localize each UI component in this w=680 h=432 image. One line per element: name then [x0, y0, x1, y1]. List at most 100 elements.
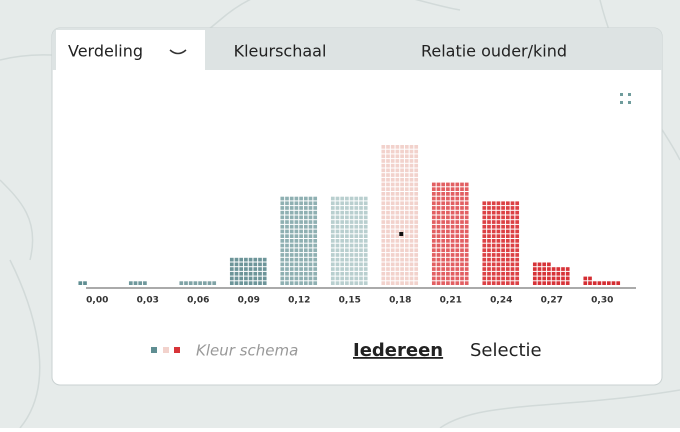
square: [395, 243, 400, 248]
square: [308, 234, 313, 238]
square: [395, 220, 400, 224]
square: [404, 224, 409, 229]
square: [349, 243, 354, 248]
square: [239, 271, 244, 276]
option-selection[interactable]: Selectie: [470, 340, 542, 361]
square: [294, 262, 299, 267]
active-tab[interactable]: [56, 30, 205, 71]
square: [561, 276, 565, 281]
square: [395, 168, 400, 173]
square: [404, 177, 409, 182]
square: [441, 229, 446, 234]
square: [390, 182, 395, 187]
square: [505, 276, 510, 281]
square: [308, 281, 313, 285]
square: [363, 224, 368, 229]
square: [313, 267, 318, 271]
square: [280, 248, 285, 253]
square: [505, 210, 510, 215]
square: [359, 281, 363, 285]
square: [505, 239, 510, 243]
square: [436, 201, 441, 206]
square: [441, 253, 446, 257]
option-everyone[interactable]: Iedereen: [353, 340, 443, 361]
square: [464, 192, 469, 196]
expand-icon[interactable]: [620, 93, 631, 104]
square: [464, 239, 469, 243]
square: [262, 262, 267, 267]
square: [299, 229, 303, 234]
bar: [532, 262, 570, 285]
square: [390, 149, 395, 154]
square: [441, 267, 446, 271]
square: [345, 220, 349, 224]
square: [446, 224, 450, 229]
square: [262, 281, 267, 285]
square: [386, 154, 390, 159]
square: [335, 224, 340, 229]
square: [501, 257, 505, 262]
square: [381, 262, 386, 267]
x-tick-label: 0,15: [339, 296, 361, 306]
square: [436, 220, 441, 224]
square: [390, 177, 395, 182]
square: [414, 154, 419, 159]
legend-swatch: [174, 347, 180, 353]
square: [487, 239, 491, 243]
square: [239, 257, 244, 262]
square: [450, 276, 455, 281]
square: [496, 267, 501, 271]
square: [381, 163, 386, 168]
square: [400, 267, 404, 271]
square: [359, 224, 363, 229]
square: [285, 262, 289, 267]
tab[interactable]: Kleurschaal: [234, 42, 327, 61]
square: [505, 257, 510, 262]
square: [431, 243, 436, 248]
square: [280, 201, 285, 206]
square: [441, 243, 446, 248]
square: [386, 243, 390, 248]
square: [299, 210, 303, 215]
square: [501, 229, 505, 234]
square: [606, 281, 611, 285]
chevron-icon[interactable]: [169, 49, 187, 55]
square: [404, 239, 409, 243]
square: [491, 276, 496, 281]
square: [455, 215, 460, 220]
square: [404, 192, 409, 196]
square: [308, 243, 313, 248]
square: [395, 262, 400, 267]
square: [400, 192, 404, 196]
tab[interactable]: Verdeling: [68, 42, 143, 61]
square: [441, 234, 446, 238]
square: [496, 281, 501, 285]
square: [359, 196, 363, 201]
square: [409, 149, 414, 154]
square: [280, 220, 285, 224]
square: [330, 234, 335, 238]
square: [340, 215, 345, 220]
square: [455, 257, 460, 262]
square: [303, 248, 308, 253]
square: [460, 201, 464, 206]
square: [414, 163, 419, 168]
square: [409, 243, 414, 248]
square: [345, 271, 349, 276]
square: [363, 257, 368, 262]
square: [395, 276, 400, 281]
tab[interactable]: Relatie ouder/kind: [421, 42, 567, 61]
square: [455, 182, 460, 187]
square: [386, 234, 390, 238]
square: [303, 239, 308, 243]
square: [313, 201, 318, 206]
square: [390, 267, 395, 271]
square: [496, 276, 501, 281]
square: [330, 201, 335, 206]
square: [390, 173, 395, 177]
square: [345, 248, 349, 253]
square: [482, 239, 487, 243]
square: [616, 281, 621, 285]
square: [386, 192, 390, 196]
square: [515, 257, 520, 262]
